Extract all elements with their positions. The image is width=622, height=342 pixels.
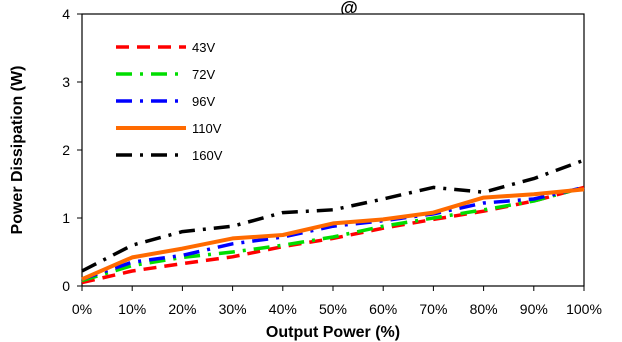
plot-area [81, 13, 585, 287]
x-tick-label: 10% [118, 301, 146, 317]
y-tick-label: 3 [62, 74, 70, 90]
legend-label: 160V [192, 148, 223, 163]
x-tick-label: 50% [319, 301, 347, 317]
y-tick-label: 0 [62, 278, 70, 294]
legend-label: 96V [192, 94, 215, 109]
series-line-72v [81, 185, 585, 283]
x-tick-label: 100% [566, 301, 602, 317]
y-tick-label: 1 [62, 210, 70, 226]
series-line-110v [81, 187, 585, 282]
x-axis-ticks: 0% 10% 20% 30% 40% 50% 60% 70% 80% 90% 100% [72, 286, 602, 317]
legend-label: 72V [192, 67, 215, 82]
series-line-160v [81, 158, 585, 273]
x-tick-label: 30% [219, 301, 247, 317]
x-tick-label: 60% [369, 301, 397, 317]
legend: 43V 72V 96V 110V 160V [116, 40, 223, 163]
x-tick-label: 20% [168, 301, 196, 317]
x-tick-label: 40% [269, 301, 297, 317]
y-axis-title: Power Dissipation (W) [9, 66, 26, 235]
y-tick-label: 4 [62, 6, 70, 22]
y-axis-ticks: 0 1 2 3 4 [62, 6, 82, 294]
x-tick-label: 0% [72, 301, 92, 317]
legend-label: 110V [192, 121, 222, 136]
legend-label: 43V [192, 40, 215, 55]
series-line-96v [81, 185, 585, 281]
x-axis-title: Output Power (%) [266, 324, 400, 341]
series-layer [81, 158, 585, 285]
x-tick-label: 80% [470, 301, 498, 317]
y-tick-label: 2 [62, 142, 70, 158]
x-tick-label: 90% [520, 301, 548, 317]
x-tick-label: 70% [419, 301, 447, 317]
